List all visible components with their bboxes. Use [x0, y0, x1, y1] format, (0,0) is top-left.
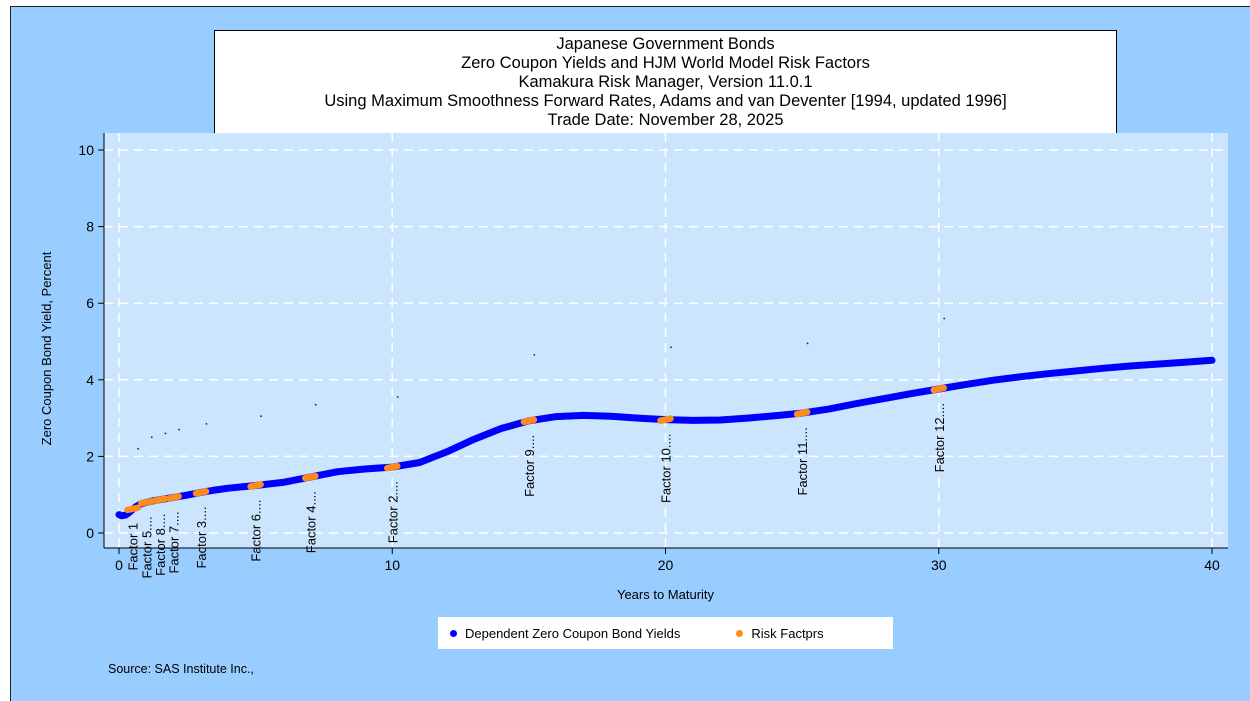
- stray-point: [137, 447, 140, 450]
- y-tick-label: 4: [86, 372, 94, 388]
- factor-label: Factor 1: [126, 523, 141, 571]
- stray-point: [150, 436, 153, 439]
- factor-label: Factor 8....: [153, 514, 168, 576]
- x-tick-label: 20: [658, 557, 674, 573]
- factor-label: Factor 7....: [167, 511, 182, 573]
- risk-factor-marker: [930, 384, 947, 394]
- x-tick-label: 30: [931, 557, 947, 573]
- legend-label-factors: Risk Factprs: [751, 625, 824, 641]
- stray-point: [260, 415, 262, 418]
- x-tick-label: 0: [115, 557, 123, 573]
- risk-factor-marker: [151, 495, 169, 504]
- stray-point: [205, 422, 208, 425]
- legend-marker-factors: [736, 629, 744, 637]
- legend-marker-yields: [450, 629, 457, 637]
- risk-factor-marker: [247, 481, 264, 490]
- risk-factor-marker: [793, 408, 811, 418]
- risk-factor-marker: [124, 504, 141, 514]
- stray-point: [314, 403, 317, 406]
- stray-point: [670, 346, 672, 349]
- factor-label: Factor 10....: [659, 434, 674, 503]
- factor-label: Factor 3....: [194, 506, 209, 568]
- risk-factor-marker: [192, 488, 210, 497]
- title-line-1: Japanese Government Bonds: [556, 35, 775, 53]
- legend-item-factors: Risk Factprs: [736, 625, 824, 641]
- x-axis-label: Years to Maturity: [617, 587, 715, 602]
- stray-point: [164, 432, 167, 435]
- risk-factor-marker: [165, 493, 182, 502]
- stray-point: [178, 428, 181, 431]
- x-tick-label: 40: [1204, 557, 1220, 573]
- risk-factor-marker: [520, 416, 538, 426]
- stray-point: [396, 396, 399, 398]
- y-tick-label: 10: [78, 142, 94, 158]
- legend-label-yields: Dependent Zero Coupon Bond Yields: [465, 625, 681, 641]
- title-line-5: Trade Date: November 28, 2025: [547, 111, 784, 129]
- risk-factor-marker: [657, 415, 674, 424]
- legend-item-yields: Dependent Zero Coupon Bond Yields: [450, 626, 680, 641]
- risk-factor-marker: [384, 462, 401, 472]
- y-tick-label: 0: [86, 525, 94, 541]
- stray-point: [533, 354, 536, 356]
- y-axis-label: Zero Coupon Bond Yield, Percent: [39, 251, 54, 445]
- y-tick-label: 6: [86, 295, 94, 311]
- title-line-4: Using Maximum Smoothness Forward Rates, …: [324, 92, 1007, 110]
- factor-label: Factor 12....: [932, 403, 947, 472]
- factor-label: Factor 4....: [303, 491, 318, 553]
- y-tick-label: 2: [86, 448, 94, 464]
- source-note: Source: SAS Institute Inc.,: [108, 662, 254, 676]
- title-line-2: Zero Coupon Yields and HJM World Model R…: [461, 54, 870, 72]
- chart-title-box: Japanese Government Bonds Zero Coupon Yi…: [214, 30, 1117, 134]
- factor-label: Factor 11....: [795, 427, 810, 495]
- y-tick-label: 8: [86, 219, 94, 235]
- risk-factor-marker: [138, 498, 155, 507]
- factor-label: Factor 9....: [522, 435, 537, 497]
- title-line-3: Kamakura Risk Manager, Version 11.0.1: [518, 73, 813, 91]
- factor-label: Factor 2....: [385, 481, 400, 543]
- risk-factor-marker: [302, 472, 319, 482]
- x-tick-label: 10: [384, 557, 400, 573]
- factor-label: Factor 5....: [139, 516, 154, 578]
- stray-point: [943, 317, 946, 320]
- chart-legend: Dependent Zero Coupon Bond Yields Risk F…: [438, 617, 893, 649]
- factor-label: Factor 6....: [249, 500, 264, 562]
- stray-point: [806, 342, 809, 345]
